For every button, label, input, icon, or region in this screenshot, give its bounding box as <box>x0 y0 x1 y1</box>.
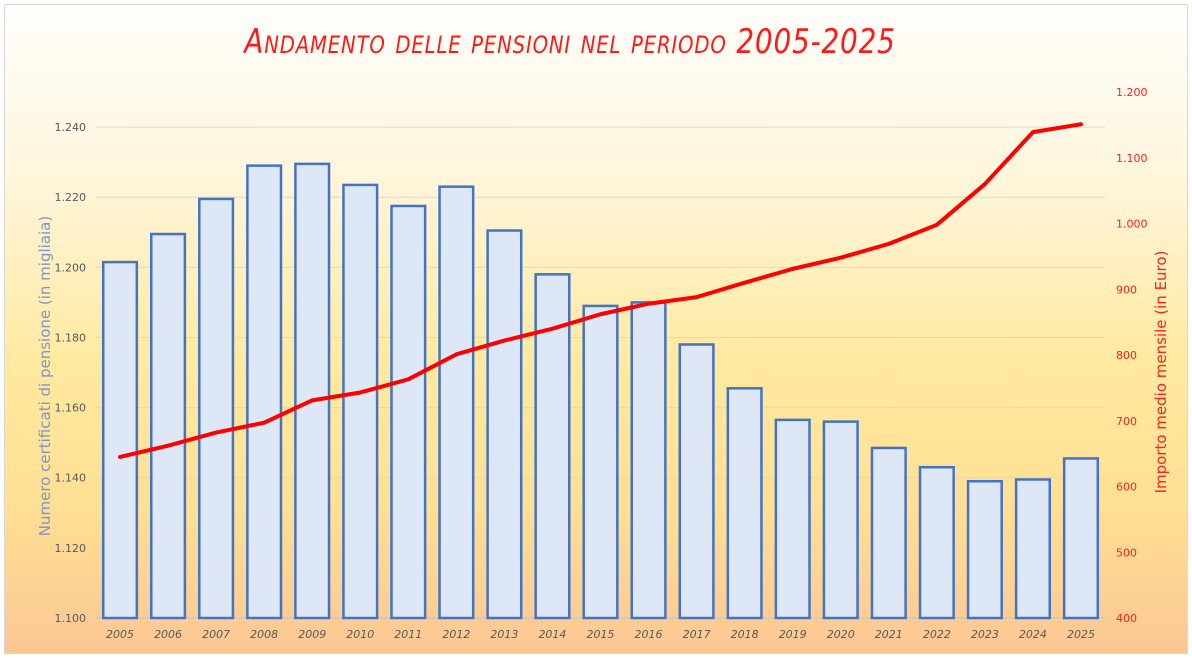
x-tick-label: 2022 <box>923 628 951 641</box>
x-tick-label: 2012 <box>442 628 470 641</box>
y-tick-label-right: 800 <box>1116 349 1137 362</box>
bar <box>1014 478 1051 620</box>
bar-series <box>101 162 1100 620</box>
x-tick-label: 2008 <box>250 628 278 641</box>
bar <box>438 185 475 620</box>
bar <box>726 387 763 620</box>
x-tick-label: 2006 <box>154 628 182 641</box>
bar <box>678 343 715 620</box>
y-axis-right: 400 500 600 700 800 900 1.000 1.100 1.200 <box>1116 86 1148 625</box>
bar <box>966 479 1003 620</box>
bar <box>630 301 667 620</box>
bar <box>198 197 235 620</box>
y-tick-label-right: 600 <box>1116 481 1137 494</box>
x-axis: 2005 2006 2007 2008 2009 2010 2011 2012 2013 2014… <box>106 628 1095 641</box>
y-tick-label-right: 400 <box>1116 612 1137 625</box>
bar <box>486 229 523 620</box>
y-tick-label-left: 1.180 <box>55 331 87 344</box>
y-axis-right-label: Importo medio mensile (in Euro) <box>1152 251 1170 494</box>
bar <box>774 418 811 620</box>
x-tick-label: 2010 <box>346 628 374 641</box>
y-tick-label-left: 1.200 <box>55 261 87 274</box>
x-tick-label: 2009 <box>298 628 326 641</box>
y-tick-label-left: 1.220 <box>55 191 87 204</box>
x-tick-label: 2025 <box>1067 628 1095 641</box>
y-tick-label-left: 1.120 <box>55 542 87 555</box>
x-tick-label: 2017 <box>683 628 711 641</box>
x-tick-label: 2019 <box>779 628 807 641</box>
bar <box>870 446 907 620</box>
bar <box>918 465 955 620</box>
x-tick-label: 2014 <box>538 628 566 641</box>
line-series <box>118 122 1083 459</box>
y-tick-label-left: 1.160 <box>55 402 87 415</box>
bar <box>101 260 139 620</box>
bar <box>342 183 379 620</box>
x-tick-label: 2024 <box>1019 628 1047 641</box>
bar <box>582 304 619 620</box>
x-tick-label: 2020 <box>827 628 855 641</box>
bar <box>822 420 859 620</box>
x-tick-label: 2013 <box>490 628 518 641</box>
y-tick-label-right: 900 <box>1116 283 1137 296</box>
y-tick-label-right: 1.100 <box>1116 152 1148 165</box>
x-tick-label: 2016 <box>635 628 663 641</box>
x-tick-label: 2015 <box>587 628 615 641</box>
x-tick-label: 2011 <box>394 628 422 641</box>
y-tick-label-left: 1.100 <box>55 612 87 625</box>
y-tick-label-right: 700 <box>1116 415 1137 428</box>
y-tick-label-right: 1.200 <box>1116 86 1148 99</box>
chart-title: Andamento delle pensioni nel periodo 200… <box>244 22 896 62</box>
y-tick-label-right: 500 <box>1116 546 1137 559</box>
bar <box>150 232 187 620</box>
y-axis-left: 1.100 1.120 1.140 1.160 1.180 1.200 1.220 1.240 <box>55 121 87 625</box>
y-axis-left-label: Numero certificati di pensione (in migli… <box>36 216 54 536</box>
x-tick-label: 2023 <box>971 628 999 641</box>
x-tick-label: 2021 <box>875 628 903 641</box>
bar <box>294 162 331 620</box>
bar <box>246 164 283 620</box>
y-tick-label-right: 1.000 <box>1116 218 1148 231</box>
y-tick-label-left: 1.140 <box>55 472 87 485</box>
x-tick-label: 2018 <box>731 628 759 641</box>
bar <box>1062 457 1100 620</box>
x-tick-label: 2005 <box>106 628 134 641</box>
bar <box>390 204 427 620</box>
y-tick-label-left: 1.240 <box>55 121 87 134</box>
x-tick-label: 2007 <box>202 628 230 641</box>
